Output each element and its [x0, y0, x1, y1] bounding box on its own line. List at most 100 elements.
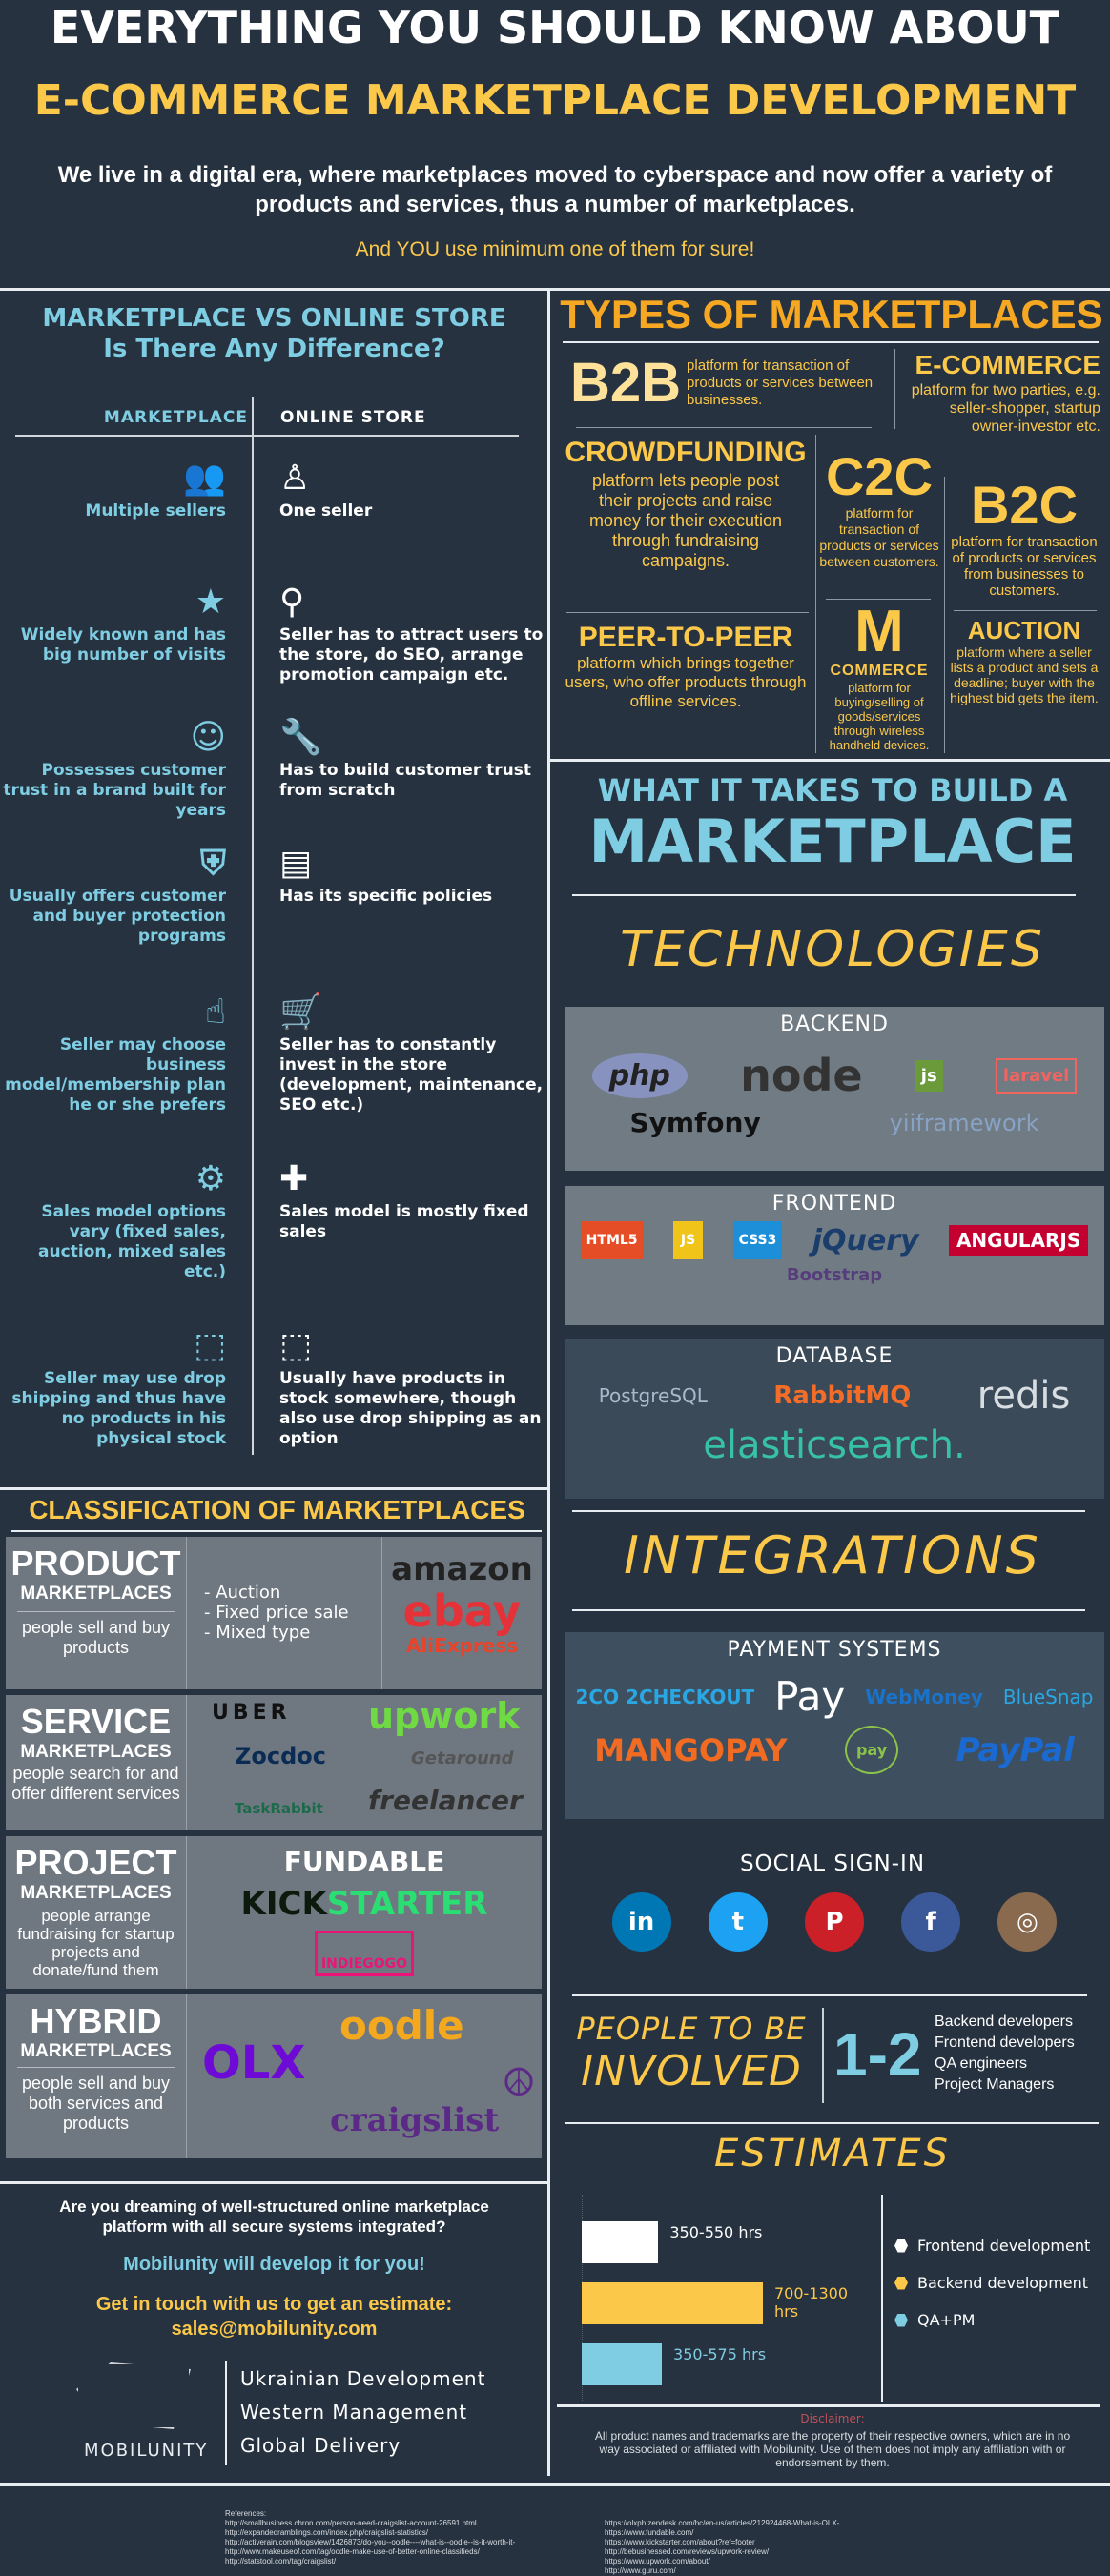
- smiley-thumb-icon: ☺: [190, 718, 226, 757]
- p2p-name: PEER-TO-PEER: [578, 622, 793, 653]
- rule: [572, 1994, 1087, 1996]
- upwork-logo: upwork: [368, 1695, 521, 1737]
- star-icon: ★: [195, 583, 226, 622]
- reference-link[interactable]: http://expandedramblings.com/index.php/c…: [225, 2528, 428, 2537]
- types-title: TYPES OF MARKETPLACES: [560, 292, 1103, 337]
- gears-icon: ⚙: [195, 1159, 226, 1198]
- role: Project Managers: [935, 2076, 1055, 2093]
- tagline: And YOU use minimum one of them for sure…: [355, 238, 755, 260]
- kickstarter-logo-part1: KICK: [240, 1885, 327, 1923]
- frontend-box: FRONTEND HTML5 JS CSS3 jQuery ANGULARJS …: [565, 1186, 1104, 1325]
- rule: [572, 894, 1076, 896]
- classification-title: CLASSIFICATION OF MARKETPLACES: [29, 1495, 525, 1524]
- amazon-logo: amazon: [391, 1550, 533, 1588]
- b2b-name: B2B: [570, 352, 682, 414]
- pinterest-icon[interactable]: P: [804, 1892, 864, 1952]
- twitter-icon[interactable]: t: [708, 1892, 768, 1952]
- reference-link[interactable]: https://www.fundable.com/: [605, 2528, 694, 2537]
- instagram-icon[interactable]: ◎: [997, 1892, 1058, 1952]
- roles-list: Backend developers Frontend developers Q…: [935, 2012, 1075, 2096]
- b2b-desc: platform for transaction of products or …: [687, 358, 874, 408]
- webmoney-logo: WebMoney: [865, 1685, 983, 1708]
- type-b2c: B2C platform for transaction of products…: [946, 477, 1102, 600]
- indiegogo-logo: INDIEGOGO: [314, 1931, 415, 1976]
- reference-link[interactable]: https://www.kickstarter.com/about?ref=fo…: [605, 2538, 755, 2546]
- crowdfunding-desc: platform lets people post their projects…: [588, 471, 783, 570]
- frontend-label: FRONTEND: [771, 1192, 897, 1216]
- laravel-logo: laravel: [995, 1057, 1078, 1094]
- role: Backend developers: [935, 2014, 1073, 2030]
- zocdoc-logo: Zocdoc: [235, 1743, 327, 1769]
- getaround-logo: Getaround: [411, 1748, 514, 1768]
- craigslist-logo: craigslist: [330, 2101, 500, 2139]
- ecommerce-name: E-COMMERCE: [915, 350, 1100, 379]
- role: QA engineers: [935, 2055, 1027, 2072]
- facebook-icon[interactable]: f: [901, 1892, 961, 1952]
- reference-link[interactable]: http://www.makeuseof.com/tag/oodle-make-…: [225, 2547, 480, 2556]
- marketplace-trait: Seller may use drop shipping and thus ha…: [11, 1369, 226, 1448]
- legend-item: Frontend development: [894, 2237, 1090, 2255]
- p2p-desc: platform which brings together users, wh…: [565, 654, 807, 710]
- divider: [549, 759, 1110, 762]
- b2c-desc: platform for transaction of products or …: [951, 534, 1098, 599]
- chart-legend: Frontend development Backend development Q…: [894, 2237, 1090, 2348]
- col-online-store: ONLINE STORE: [280, 408, 426, 427]
- type-ecommerce: E-COMMERCE platform for two parties, e.g…: [900, 349, 1100, 436]
- footer-divider: [0, 2483, 1110, 2486]
- marketplace-trait: Sales model options vary (fixed sales, a…: [38, 1202, 226, 1281]
- freelancer-logo: freelancer: [368, 1785, 523, 1816]
- social-label: SOCIAL SIGN-IN: [739, 1851, 926, 1876]
- angularjs-logo: ANGULARJS: [948, 1225, 1089, 1256]
- disclaimer-title: Disclaimer:: [800, 2412, 865, 2425]
- rule: [11, 1530, 542, 1532]
- node-logo: node: [740, 1050, 863, 1101]
- reference-link[interactable]: https://www.upwork.com/about/: [605, 2557, 710, 2566]
- service-desc: people search for and offer different se…: [11, 1764, 180, 1803]
- linkedin-icon[interactable]: in: [611, 1892, 671, 1952]
- comparison-divider: [252, 397, 254, 1455]
- estimates-chart: 350-550 hrs 700-1300 hrs 350-575 hrs: [572, 2195, 877, 2414]
- type-auction: AUCTION platform where a seller lists a …: [946, 616, 1102, 705]
- store-trait: Sales model is mostly fixed sales: [279, 1202, 529, 1241]
- rule: [944, 477, 945, 753]
- divider: [0, 288, 1110, 291]
- m-name: M: [854, 599, 904, 664]
- users-icon: 👥: [183, 459, 226, 498]
- rule: [954, 610, 1097, 611]
- product-desc: people sell and buy products: [21, 1618, 171, 1657]
- chart-divider: [881, 2195, 883, 2402]
- css3-logo: CSS3: [732, 1221, 783, 1259]
- html5-logo: HTML5: [580, 1221, 644, 1259]
- hybrid-desc: people sell and buy both services and pr…: [21, 2074, 171, 2133]
- redis-logo: redis: [976, 1374, 1071, 1418]
- reference-link[interactable]: http://bebusinessed.com/reviews/upwork-r…: [605, 2547, 770, 2556]
- ecommerce-desc: platform for two parties, e.g. seller-sh…: [911, 382, 1100, 435]
- yii-logo: yiiframework: [889, 1109, 1039, 1136]
- oodle-logo: oodle: [339, 2002, 464, 2049]
- reference-link[interactable]: http://activerain.com/blogsview/1426873/…: [225, 2538, 516, 2546]
- bar-1: [582, 2282, 763, 2324]
- project-marketplaces: PROJECT MARKETPLACES people arrange fundra…: [6, 1836, 542, 1989]
- magnifier-icon: ⚲: [279, 583, 305, 622]
- reference-link[interactable]: http://www.guru.com/: [605, 2566, 676, 2575]
- auction-name: AUCTION: [967, 616, 1081, 644]
- cta-question: Are you dreaming of well-structured onli…: [59, 2198, 489, 2236]
- reference-link[interactable]: http://smallbusiness.chron.com/person-ne…: [225, 2519, 477, 2527]
- kickstarter-logo-part2: STARTER: [326, 1885, 488, 1923]
- comparison-row: ⛨ Usually offers customer and buyer prote…: [0, 843, 548, 947]
- reference-link[interactable]: https://olxph.zendesk.com/hc/en-us/artic…: [605, 2519, 840, 2527]
- divider: [0, 2181, 548, 2184]
- store-trait: Seller has to constantly invest in the s…: [279, 1035, 544, 1114]
- aliexpress-logo: AliExpress: [405, 1634, 519, 1657]
- document-icon: ▤: [279, 844, 313, 883]
- cta-contact: Get in touch with us to get an estimate:: [95, 2294, 453, 2315]
- marketplaces-label: MARKETPLACES: [20, 1584, 172, 1604]
- comparison-row: ☺ Possesses customer trust in a brand bui…: [0, 717, 548, 821]
- database-box: DATABASE PostgreSQL RabbitMQ redis elast…: [565, 1339, 1104, 1499]
- email-link[interactable]: sales@mobilunity.com: [171, 2319, 378, 2340]
- type-crowdfunding: CROWDFUNDING platform lets people post t…: [559, 437, 812, 573]
- reference-link[interactable]: http://statstool.com/tag/craigslist/: [225, 2557, 337, 2566]
- box-icon: ⬚: [193, 1326, 226, 1365]
- comparison-row: ⚙ Sales model options vary (fixed sales, …: [0, 1158, 548, 1282]
